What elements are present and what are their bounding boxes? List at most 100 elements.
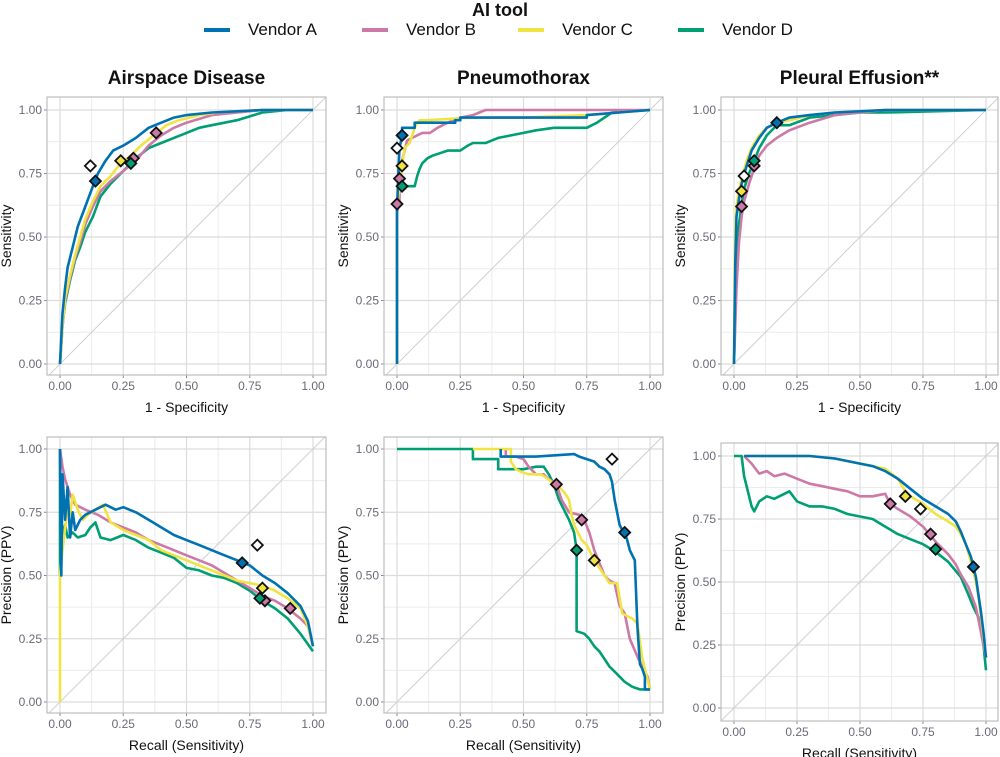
plot-border — [46, 96, 327, 376]
marker-vendor-b — [149, 126, 163, 140]
x-tick-label: 0.25 — [785, 379, 809, 393]
series-line-vendor-a — [58, 108, 313, 365]
y-tick-label: 0.50 — [693, 230, 717, 244]
series-line-vendor-d — [58, 449, 315, 653]
x-tick-label: 0.50 — [175, 379, 199, 393]
y-tick-label: 1.00 — [19, 442, 43, 456]
marker-vendor-d — [124, 156, 138, 171]
series-line-vendor-b — [743, 455, 988, 658]
marker-reference — [913, 502, 928, 516]
y-tick-label: 0.75 — [356, 505, 380, 519]
x-tick-label: 0.75 — [911, 725, 935, 739]
panel-title-airspace: Airspace Disease — [107, 68, 266, 89]
y-tick-label: 0.75 — [19, 167, 43, 181]
panel-title-pneumothorax: Pneumothorax — [456, 68, 591, 89]
x-tick-label: 0.75 — [575, 717, 599, 731]
x-tick-label: 0.25 — [449, 717, 473, 731]
y-tick-label: 0.75 — [693, 512, 717, 526]
x-tick-label: 1.00 — [974, 379, 998, 393]
reference-diagonal — [48, 97, 326, 375]
reference-diagonal — [385, 437, 663, 713]
y-tick-label: 0.00 — [19, 695, 43, 709]
plot-border — [46, 436, 327, 714]
marker-vendor-b — [883, 497, 898, 511]
marker-reference — [250, 538, 265, 552]
x-tick-label: 0.50 — [848, 379, 872, 393]
marker-vendor-a — [88, 174, 103, 188]
y-tick-label: 0.25 — [356, 632, 380, 646]
series-line-vendor-d — [397, 447, 650, 691]
x-tick-label: 0.50 — [512, 379, 536, 393]
x-tick-label: 0.00 — [48, 717, 72, 731]
x-axis-title: 1 - Specificity — [818, 399, 901, 415]
x-tick-label: 0.75 — [238, 717, 262, 731]
legend-swatch-vendor-d — [678, 28, 704, 32]
x-tick-label: 1.00 — [301, 717, 325, 731]
x-tick-label: 0.25 — [112, 717, 136, 731]
x-tick-label: 0.00 — [722, 379, 746, 393]
y-tick-label: 0.25 — [19, 294, 43, 308]
marker-vendor-a — [770, 115, 784, 130]
series-line-vendor-c — [472, 447, 652, 690]
series-line-vendor-a — [58, 448, 315, 647]
y-tick-label: 0.50 — [693, 575, 717, 589]
reference-diagonal — [721, 443, 998, 721]
legend-label-vendor-d: Vendor D — [722, 20, 793, 39]
marker-vendor-c — [587, 553, 602, 568]
x-tick-label: 0.00 — [385, 379, 409, 393]
x-axis-title: Recall (Sensitivity) — [129, 737, 244, 753]
y-tick-label: 1.00 — [19, 103, 43, 117]
plot-border — [720, 442, 999, 722]
x-axis-title: 1 - Specificity — [482, 399, 565, 415]
x-tick-label: 1.00 — [974, 725, 998, 739]
marker-vendor-c — [395, 159, 409, 173]
y-axis-title: Sensitivity — [0, 204, 14, 267]
series-line-vendor-a — [744, 454, 988, 658]
marker-vendor-b — [923, 527, 938, 541]
x-tick-label: 0.25 — [112, 379, 136, 393]
y-tick-label: 0.00 — [693, 357, 717, 371]
y-tick-label: 0.00 — [19, 357, 43, 371]
plot-border — [720, 96, 999, 376]
legend-label-vendor-c: Vendor C — [562, 20, 633, 39]
legend-swatch-vendor-a — [204, 28, 230, 32]
y-axis-title: Precision (PPV) — [335, 526, 351, 625]
marker-vendor-c — [898, 489, 913, 504]
marker-vendor-a — [395, 128, 409, 143]
legend-item-vendor-c: Vendor C — [518, 19, 633, 41]
x-tick-label: 1.00 — [301, 379, 325, 393]
marker-vendor-c — [113, 154, 128, 168]
panel-title-pleural: Pleural Effusion** — [779, 68, 940, 89]
y-tick-label: 0.25 — [693, 294, 717, 308]
x-axis-title: Recall (Sensitivity) — [802, 745, 917, 757]
x-tick-label: 0.00 — [48, 379, 72, 393]
x-tick-label: 0.50 — [848, 725, 872, 739]
marker-reference — [605, 452, 619, 466]
marker-vendor-a — [617, 525, 632, 540]
x-tick-label: 0.75 — [575, 379, 599, 393]
y-tick-label: 1.00 — [356, 103, 380, 117]
series-line-vendor-b — [732, 108, 986, 365]
marker-vendor-c — [255, 581, 270, 595]
y-tick-label: 1.00 — [693, 449, 717, 463]
reference-diagonal — [722, 97, 998, 375]
plot-area — [48, 437, 326, 713]
panel-pr-pneumothorax: 0.00 0.25 0.50 0.75 1.00 0.00 0.25 0.50 0.75 1.00… — [335, 436, 664, 753]
legend-item-vendor-b: Vendor B — [362, 19, 476, 41]
marker-vendor-d — [253, 591, 267, 606]
marker-reference — [737, 169, 751, 183]
panel-pr-airspace: 0.00 0.25 0.50 0.75 1.00 0.00 0.25 0.50 0.75 1.00… — [0, 436, 327, 753]
y-tick-label: 0.75 — [356, 167, 380, 181]
x-tick-label: 0.50 — [512, 717, 536, 731]
plot-border — [383, 96, 664, 376]
panel-roc-airspace: 0.00 0.25 0.50 0.75 1.00 0.00 0.25 0.50 0.75 1.00… — [0, 96, 327, 415]
y-tick-label: 0.25 — [19, 632, 43, 646]
legend-item-vendor-a: Vendor A — [204, 19, 317, 41]
y-tick-label: 0.50 — [19, 230, 43, 244]
y-tick-label: 0.25 — [356, 294, 380, 308]
marker-vendor-b — [390, 197, 404, 211]
marker-vendor-d — [395, 179, 409, 193]
marker-reference — [83, 159, 98, 173]
legend-swatch-vendor-b — [362, 28, 388, 32]
